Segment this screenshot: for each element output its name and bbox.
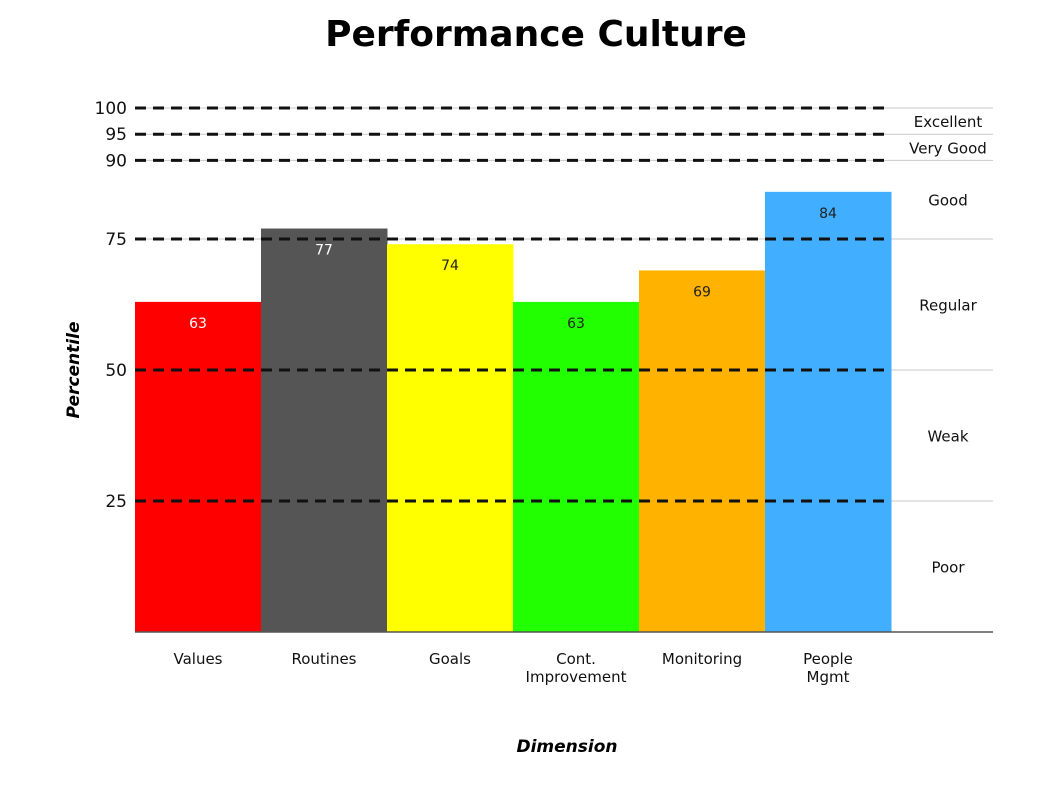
category-label-0: Values (173, 650, 222, 668)
band-label-poor: Poor (931, 559, 965, 577)
category-label-1: Routines (291, 650, 356, 668)
y-axis-title: Percentile (64, 322, 84, 419)
category-label-line: Monitoring (662, 650, 742, 668)
data-labels: 63 77 74 63 69 84 (189, 206, 837, 332)
data-label-0: 63 (189, 316, 207, 332)
category-label-4: Monitoring (662, 650, 742, 668)
category-labels: Values Routines Goals Cont. Improvement Monit… (173, 650, 852, 686)
threshold-dashed-lines (135, 106, 891, 503)
data-label-3: 63 (567, 316, 585, 332)
category-label-line: Goals (429, 650, 471, 668)
bar-4 (639, 270, 766, 632)
band-label-weak: Weak (927, 428, 968, 446)
y-tick-label-75: 75 (105, 230, 127, 250)
category-label-line: Routines (291, 650, 356, 668)
category-label-line: Mgmt (807, 668, 850, 686)
y-tick-label-95: 95 (105, 125, 127, 145)
data-label-2: 74 (441, 258, 459, 274)
band-label-regular: Regular (919, 297, 977, 315)
band-label-very-good: Very Good (909, 139, 987, 157)
category-label-line: People (803, 650, 853, 668)
category-label-line: Values (173, 650, 222, 668)
y-tick-label-100: 100 (95, 99, 127, 119)
data-label-1: 77 (315, 243, 333, 259)
bars-group (135, 191, 892, 633)
y-tick-label-90: 90 (105, 151, 127, 171)
bar-2 (387, 244, 514, 633)
x-axis-title: Dimension (516, 737, 617, 757)
y-tick-labels: 25 50 75 90 95 100 (95, 99, 127, 512)
category-label-3: Cont. Improvement (526, 650, 627, 686)
bar-1 (261, 228, 388, 632)
y-tick-label-50: 50 (105, 361, 127, 381)
data-label-4: 69 (693, 284, 711, 300)
band-labels: Excellent Very Good Good Regular Weak Poor (909, 113, 987, 576)
band-label-excellent: Excellent (914, 113, 983, 131)
category-label-5: People Mgmt (803, 650, 853, 686)
bar-3 (513, 301, 640, 632)
category-label-2: Goals (429, 650, 471, 668)
band-label-good: Good (928, 192, 968, 210)
bar-5 (765, 191, 892, 632)
chart-title: Performance Culture (325, 14, 747, 55)
category-label-line: Cont. (556, 650, 596, 668)
category-label-line: Improvement (526, 668, 627, 686)
data-label-5: 84 (819, 206, 837, 222)
y-tick-label-25: 25 (105, 492, 127, 512)
bar-0 (135, 301, 262, 632)
